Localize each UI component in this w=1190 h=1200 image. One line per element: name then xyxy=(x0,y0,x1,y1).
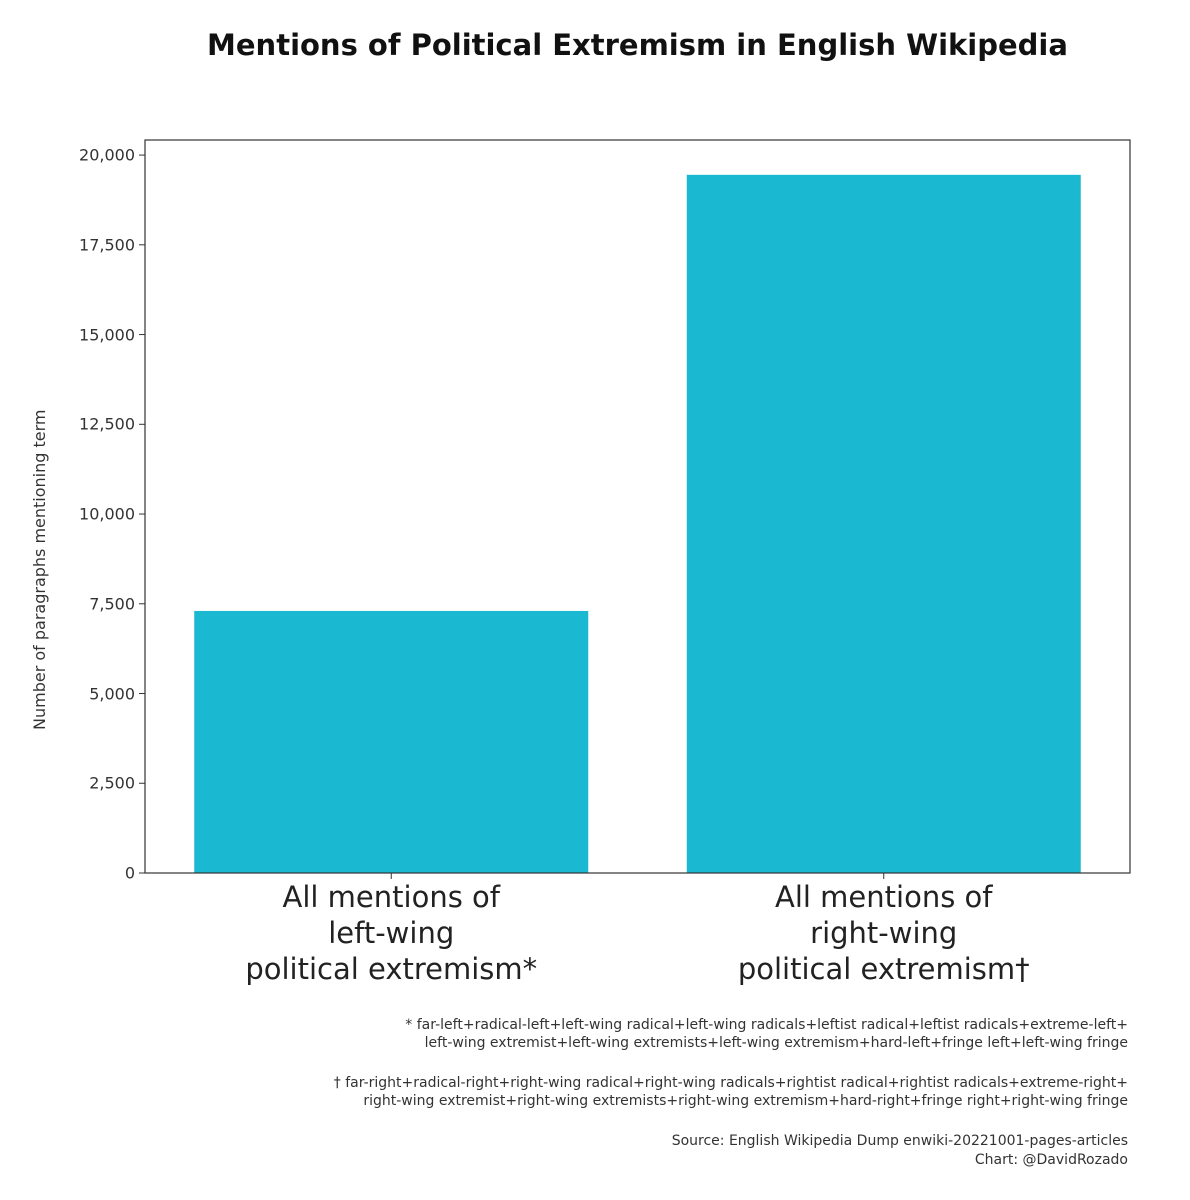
y-tick-label: 2,500 xyxy=(89,773,135,793)
bar xyxy=(686,174,1081,874)
y-tick-label: 0 xyxy=(124,863,135,883)
chart-title: Mentions of Political Extremism in Engli… xyxy=(207,28,1068,62)
y-tick-label: 5,000 xyxy=(89,684,135,704)
y-tick-label: 20,000 xyxy=(79,145,135,165)
x-tick-label: All mentions of right-wing political ext… xyxy=(737,880,1030,986)
x-tick-label: All mentions of left-wing political extr… xyxy=(245,880,538,986)
y-tick-label: 17,500 xyxy=(79,235,135,255)
y-tick-label: 15,000 xyxy=(79,325,135,345)
y-tick-label: 12,500 xyxy=(79,414,135,434)
y-tick-label: 7,500 xyxy=(89,594,135,614)
y-tick-label: 10,000 xyxy=(79,504,135,524)
plot-frame xyxy=(144,139,1131,874)
footnote: † far-right+radical-right+right-wing rad… xyxy=(333,1075,1128,1109)
footnote: * far-left+radical-left+left-wing radica… xyxy=(405,1017,1128,1051)
bar xyxy=(194,610,589,873)
credit: Chart: @DavidRozado xyxy=(974,1152,1128,1168)
source: Source: English Wikipedia Dump enwiki-20… xyxy=(671,1133,1128,1149)
